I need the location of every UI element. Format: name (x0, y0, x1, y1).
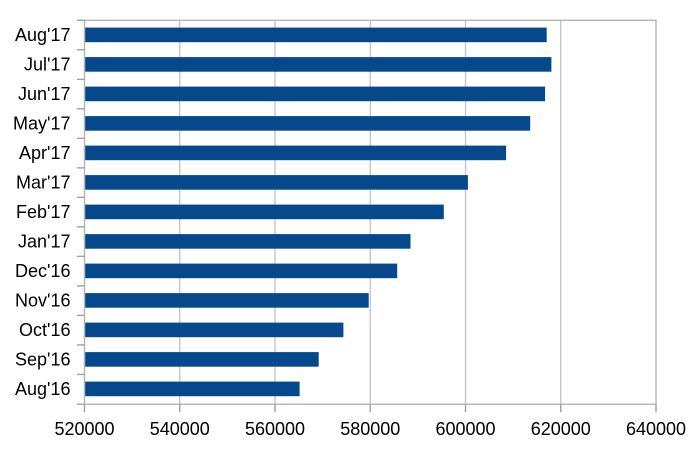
svg-text:Jul'17: Jul'17 (24, 55, 70, 75)
svg-text:Aug'17: Aug'17 (15, 25, 71, 45)
svg-text:Dec'16: Dec'16 (15, 261, 70, 281)
svg-text:Sep'16: Sep'16 (15, 350, 71, 370)
svg-text:540000: 540000 (150, 419, 210, 439)
svg-text:Jun'17: Jun'17 (18, 84, 70, 104)
svg-text:580000: 580000 (340, 419, 400, 439)
svg-text:May'17: May'17 (13, 114, 70, 134)
svg-text:640000: 640000 (626, 419, 686, 439)
svg-text:600000: 600000 (435, 419, 495, 439)
svg-text:Nov'16: Nov'16 (15, 291, 70, 311)
svg-text:Feb'17: Feb'17 (16, 202, 70, 222)
svg-text:Jan'17: Jan'17 (18, 232, 70, 252)
svg-text:Apr'17: Apr'17 (19, 143, 70, 163)
svg-text:520000: 520000 (54, 419, 114, 439)
svg-text:Aug'16: Aug'16 (15, 379, 71, 399)
svg-text:Oct'16: Oct'16 (19, 320, 70, 340)
svg-text:620000: 620000 (531, 419, 591, 439)
svg-text:560000: 560000 (245, 419, 305, 439)
svg-text:Mar'17: Mar'17 (16, 173, 70, 193)
